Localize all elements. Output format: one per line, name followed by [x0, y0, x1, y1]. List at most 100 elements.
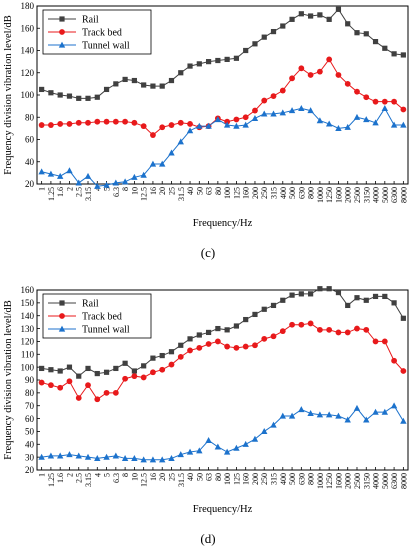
data-point: [354, 325, 360, 332]
x-tick-label: 1: [38, 473, 47, 477]
x-tick-label: 31.5: [177, 187, 186, 201]
data-point: [223, 448, 231, 455]
data-point: [57, 368, 63, 374]
data-point: [353, 113, 361, 120]
data-point: [177, 138, 184, 145]
data-point: [48, 382, 54, 389]
data-point: [307, 72, 314, 78]
data-point: [84, 453, 92, 460]
data-point: [381, 98, 388, 105]
data-point: [112, 118, 119, 125]
data-point: [121, 178, 129, 185]
data-point: [205, 341, 212, 347]
y-tick-label: 100: [21, 90, 35, 100]
data-point: [325, 411, 333, 418]
y-tick-label: 80: [25, 112, 35, 122]
x-tick-label: 80: [214, 473, 223, 481]
data-point: [289, 75, 295, 82]
data-point: [390, 121, 398, 128]
data-point: [223, 121, 231, 128]
data-point: [39, 86, 45, 93]
data-point: [316, 68, 323, 75]
data-point: [112, 389, 119, 396]
data-point: [363, 116, 370, 123]
data-point: [391, 300, 397, 306]
data-point: [252, 342, 258, 349]
legend: Rail Track bed Tunnel wall: [42, 293, 152, 339]
x-tick-label: 6300: [390, 473, 399, 489]
data-point: [159, 366, 166, 373]
x-tick-label: 160: [242, 473, 251, 485]
legend-marker: [59, 313, 65, 319]
x-tick-label: 5: [103, 473, 112, 477]
y-tick-label: 90: [25, 375, 35, 385]
data-point: [187, 347, 193, 354]
data-point: [242, 440, 249, 447]
data-point: [391, 98, 397, 105]
legend-marker: [59, 300, 65, 306]
x-tick-label: 250: [260, 473, 269, 485]
data-point: [242, 121, 249, 128]
legend-label: Rail: [82, 299, 99, 310]
data-point: [205, 59, 212, 65]
data-point: [57, 121, 64, 127]
x-tick-label: 25: [167, 473, 176, 481]
data-point: [326, 56, 333, 63]
x-tick-label: 4: [93, 473, 102, 477]
x-tick-label: 1600: [334, 187, 343, 203]
x-tick-label: 1.6: [56, 473, 65, 483]
data-point: [298, 291, 304, 297]
data-point: [363, 94, 370, 101]
y-tick-label: 100: [21, 362, 35, 372]
data-point: [131, 373, 138, 380]
data-point: [75, 395, 82, 401]
data-point: [177, 353, 184, 360]
data-point: [76, 95, 82, 101]
data-point: [168, 361, 175, 368]
legend-marker: [58, 41, 66, 48]
x-tick-label: 3.15: [84, 187, 93, 201]
data-point: [196, 344, 203, 351]
data-point: [325, 120, 333, 127]
data-point: [38, 453, 45, 460]
series-line: [41, 288, 404, 377]
data-point: [85, 119, 91, 126]
x-tick-label: 1000: [316, 187, 325, 203]
data-point: [233, 55, 240, 61]
data-point: [75, 452, 82, 459]
data-point: [307, 107, 314, 114]
data-point: [280, 23, 286, 29]
data-point: [372, 119, 379, 126]
data-point: [270, 28, 277, 35]
data-point: [168, 149, 175, 156]
series-track-bed: [38, 320, 407, 403]
x-tick-label: 50: [195, 187, 204, 195]
panel-label: (c): [201, 245, 215, 260]
data-point: [270, 110, 277, 117]
x-tick-label: 25: [167, 187, 176, 195]
data-point: [289, 16, 295, 22]
y-axis-label: Frequency division vibration level/dB: [3, 15, 14, 175]
data-point: [131, 368, 137, 374]
data-point: [298, 321, 305, 328]
data-point: [224, 56, 230, 62]
data-point: [84, 172, 92, 179]
y-tick-label: 40: [25, 439, 35, 449]
data-point: [317, 12, 323, 18]
data-point: [344, 123, 351, 130]
y-tick-label: 150: [21, 298, 35, 308]
data-point: [140, 456, 147, 463]
data-point: [335, 289, 342, 296]
data-point: [382, 293, 388, 300]
y-axis-label: Frequency division vibration level/dB: [3, 300, 14, 460]
x-tick-label: 40: [186, 473, 195, 481]
data-point: [279, 412, 286, 419]
data-point: [279, 109, 286, 116]
data-point: [140, 123, 147, 130]
data-point: [196, 447, 203, 454]
data-point: [224, 343, 231, 350]
data-point: [56, 172, 64, 179]
x-tick-label: 80: [214, 187, 223, 195]
y-tick-label: 30: [25, 452, 35, 462]
